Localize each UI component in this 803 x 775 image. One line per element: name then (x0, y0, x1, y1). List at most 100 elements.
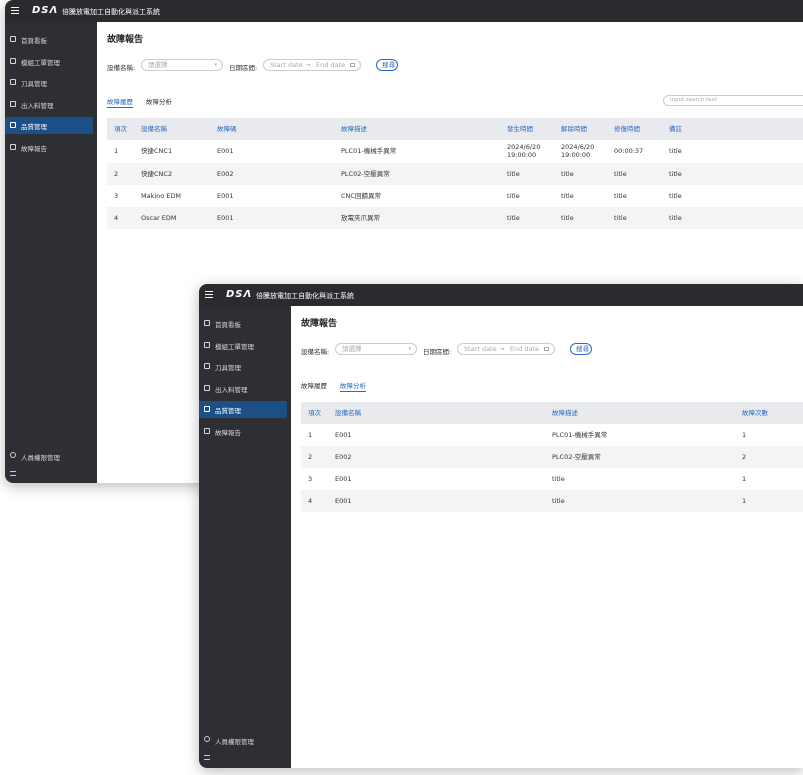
nav-item[interactable]: 刀具管理 (5, 74, 93, 91)
calendar-icon (350, 63, 355, 67)
nav-item[interactable]: 模組工單管理 (5, 53, 93, 70)
end-date: End date (510, 345, 540, 353)
nav-item[interactable]: 首頁看板 (199, 315, 287, 332)
nav-icon (10, 122, 16, 128)
column-header: 故障次數 (742, 409, 768, 417)
top-bar: DSΛ 倍騰放電加工自動化與派工系統 (5, 0, 803, 22)
column-header: 故障描述 (341, 125, 367, 133)
table-cell: 放電夾爪異常 (341, 214, 380, 222)
nav-icon (204, 427, 210, 434)
nav-item[interactable]: 品質管理 (5, 117, 93, 134)
nav-item[interactable]: 刀具管理 (199, 358, 287, 375)
table-row: 2 E002 PLC02-空壓異常 2 (301, 446, 803, 468)
collapse-button[interactable] (204, 755, 210, 760)
collapse-button[interactable] (10, 471, 16, 476)
table: 項次 設備名稱 故障碼 故障描述 發生時間 解除時間 修復時間 備註 1 快捷CNC1 E001 PL… (107, 118, 803, 230)
column-header: 故障碼 (217, 125, 237, 133)
column-header: 發生時間 (507, 125, 533, 133)
nav-icon (10, 452, 16, 458)
table-search[interactable]: input search text (663, 95, 803, 106)
select-placeholder: 請選擇 (148, 61, 168, 69)
nav-label: 人員權限管理 (215, 738, 254, 746)
nav-label: 模組工單管理 (21, 58, 60, 67)
nav-label: 刀具管理 (21, 80, 47, 88)
start-date: Start date (270, 61, 303, 69)
table-cell: 快捷CNC2 (141, 170, 173, 178)
app-title: 倍騰放電加工自動化與派工系統 (62, 8, 160, 16)
tab-label: 故障分析 (146, 98, 172, 106)
tab[interactable]: 故障分析 (146, 96, 172, 108)
tab-label: 故障履歷 (107, 98, 133, 106)
table-cell: E002 (217, 170, 234, 178)
filter-label: 日期區間: (423, 348, 452, 356)
nav-item[interactable]: 出入料管理 (199, 380, 287, 397)
nav-item[interactable]: 人員權限管理 (5, 449, 93, 463)
table-cell: title (561, 170, 574, 178)
nav-label: 刀具管理 (215, 364, 241, 372)
table-cell: 4 (308, 497, 313, 505)
table-cell: title (669, 147, 682, 155)
page-title: 故障報告 (301, 319, 338, 329)
search-placeholder: input search text (670, 97, 717, 103)
menu-button[interactable] (11, 7, 19, 14)
search-button[interactable]: 搜尋 (570, 343, 592, 355)
table-cell: title (552, 475, 565, 483)
start-date: Start date (464, 345, 497, 353)
table-cell: title (552, 497, 565, 505)
nav-label: 品質管理 (215, 407, 241, 415)
nav-item[interactable]: 模組工單管理 (199, 337, 287, 354)
sidebar: 首頁看板模組工單管理刀具管理出入料管理品質管理故障報告人員權限管理 (199, 306, 291, 768)
table-row: 4 Oscar EDM E001 放電夾爪異常 title title title title (107, 207, 803, 229)
menu-line (205, 294, 213, 295)
logo: DSΛ (32, 5, 59, 16)
nav-item[interactable]: 故障報告 (5, 139, 93, 156)
table-cell: title (669, 214, 682, 222)
select-caret: ▾ (408, 346, 411, 352)
nav-icon (204, 363, 210, 369)
table-cell: 3 (114, 192, 119, 200)
menu-line (11, 10, 19, 11)
page-title: 故障報告 (107, 35, 144, 45)
search-button[interactable]: 搜尋 (376, 59, 398, 71)
table-header: 項次 設備名稱 故障碼 故障描述 發生時間 解除時間 修復時間 備註 (107, 118, 803, 140)
nav-label: 首頁看板 (21, 37, 47, 45)
column-header: 解除時間 (561, 125, 587, 133)
top-bar: DSΛ 倍騰放電加工自動化與派工系統 (199, 284, 803, 306)
column-header: 故障描述 (552, 409, 578, 417)
table-cell: E002 (335, 453, 352, 461)
content: 故障報告設備名稱: 請選擇 ▾ 日期區間: Start date → End date 搜尋故… (291, 306, 803, 768)
nav-item[interactable]: 故障報告 (199, 423, 287, 440)
date-range[interactable]: Start date → End date (457, 343, 555, 355)
date-range[interactable]: Start date → End date (263, 59, 361, 71)
filter-label: 日期區間: (229, 64, 258, 72)
table: 項次 設備名稱 故障描述 故障次數 1 E001 PLC01-機械手異常 1 2 E002 PLC0… (301, 402, 803, 514)
tab[interactable]: 故障履歷 (107, 96, 133, 108)
table-row: 3 Makino EDM E001 CNC回饋異常 title title title tit… (107, 185, 803, 207)
nav-item[interactable]: 人員權限管理 (199, 733, 287, 747)
nav-item[interactable]: 品質管理 (199, 401, 287, 418)
nav-icon (10, 100, 16, 107)
table-cell: title (669, 170, 682, 178)
menu-button[interactable] (205, 291, 213, 298)
device-select[interactable]: 請選擇 ▾ (335, 343, 417, 355)
table-cell: 1 (742, 497, 747, 505)
device-select[interactable]: 請選擇 ▾ (141, 59, 223, 71)
table-header: 項次 設備名稱 故障描述 故障次數 (301, 402, 803, 424)
table-row: 2 快捷CNC2 E002 PLC02-空壓異常 title title title titl… (107, 163, 803, 185)
nav-item[interactable]: 出入料管理 (5, 96, 93, 113)
search-button-label: 搜尋 (576, 345, 589, 353)
window-front: DSΛ 倍騰放電加工自動化與派工系統首頁看板模組工單管理刀具管理出入料管理品質管理… (199, 284, 803, 768)
table-cell: title (507, 214, 520, 222)
table-cell: CNC回饋異常 (341, 192, 381, 200)
nav-icon (204, 736, 210, 742)
table-cell: 3 (308, 475, 313, 483)
nav-item[interactable]: 首頁看板 (5, 31, 93, 48)
table-cell: E001 (335, 475, 352, 483)
filter-label: 設備名稱: (301, 348, 330, 356)
tab[interactable]: 故障分析 (340, 380, 366, 392)
tab[interactable]: 故障履歷 (301, 380, 327, 392)
end-date: End date (316, 61, 346, 69)
table-cell: E001 (335, 497, 352, 505)
nav-icon (204, 341, 210, 348)
